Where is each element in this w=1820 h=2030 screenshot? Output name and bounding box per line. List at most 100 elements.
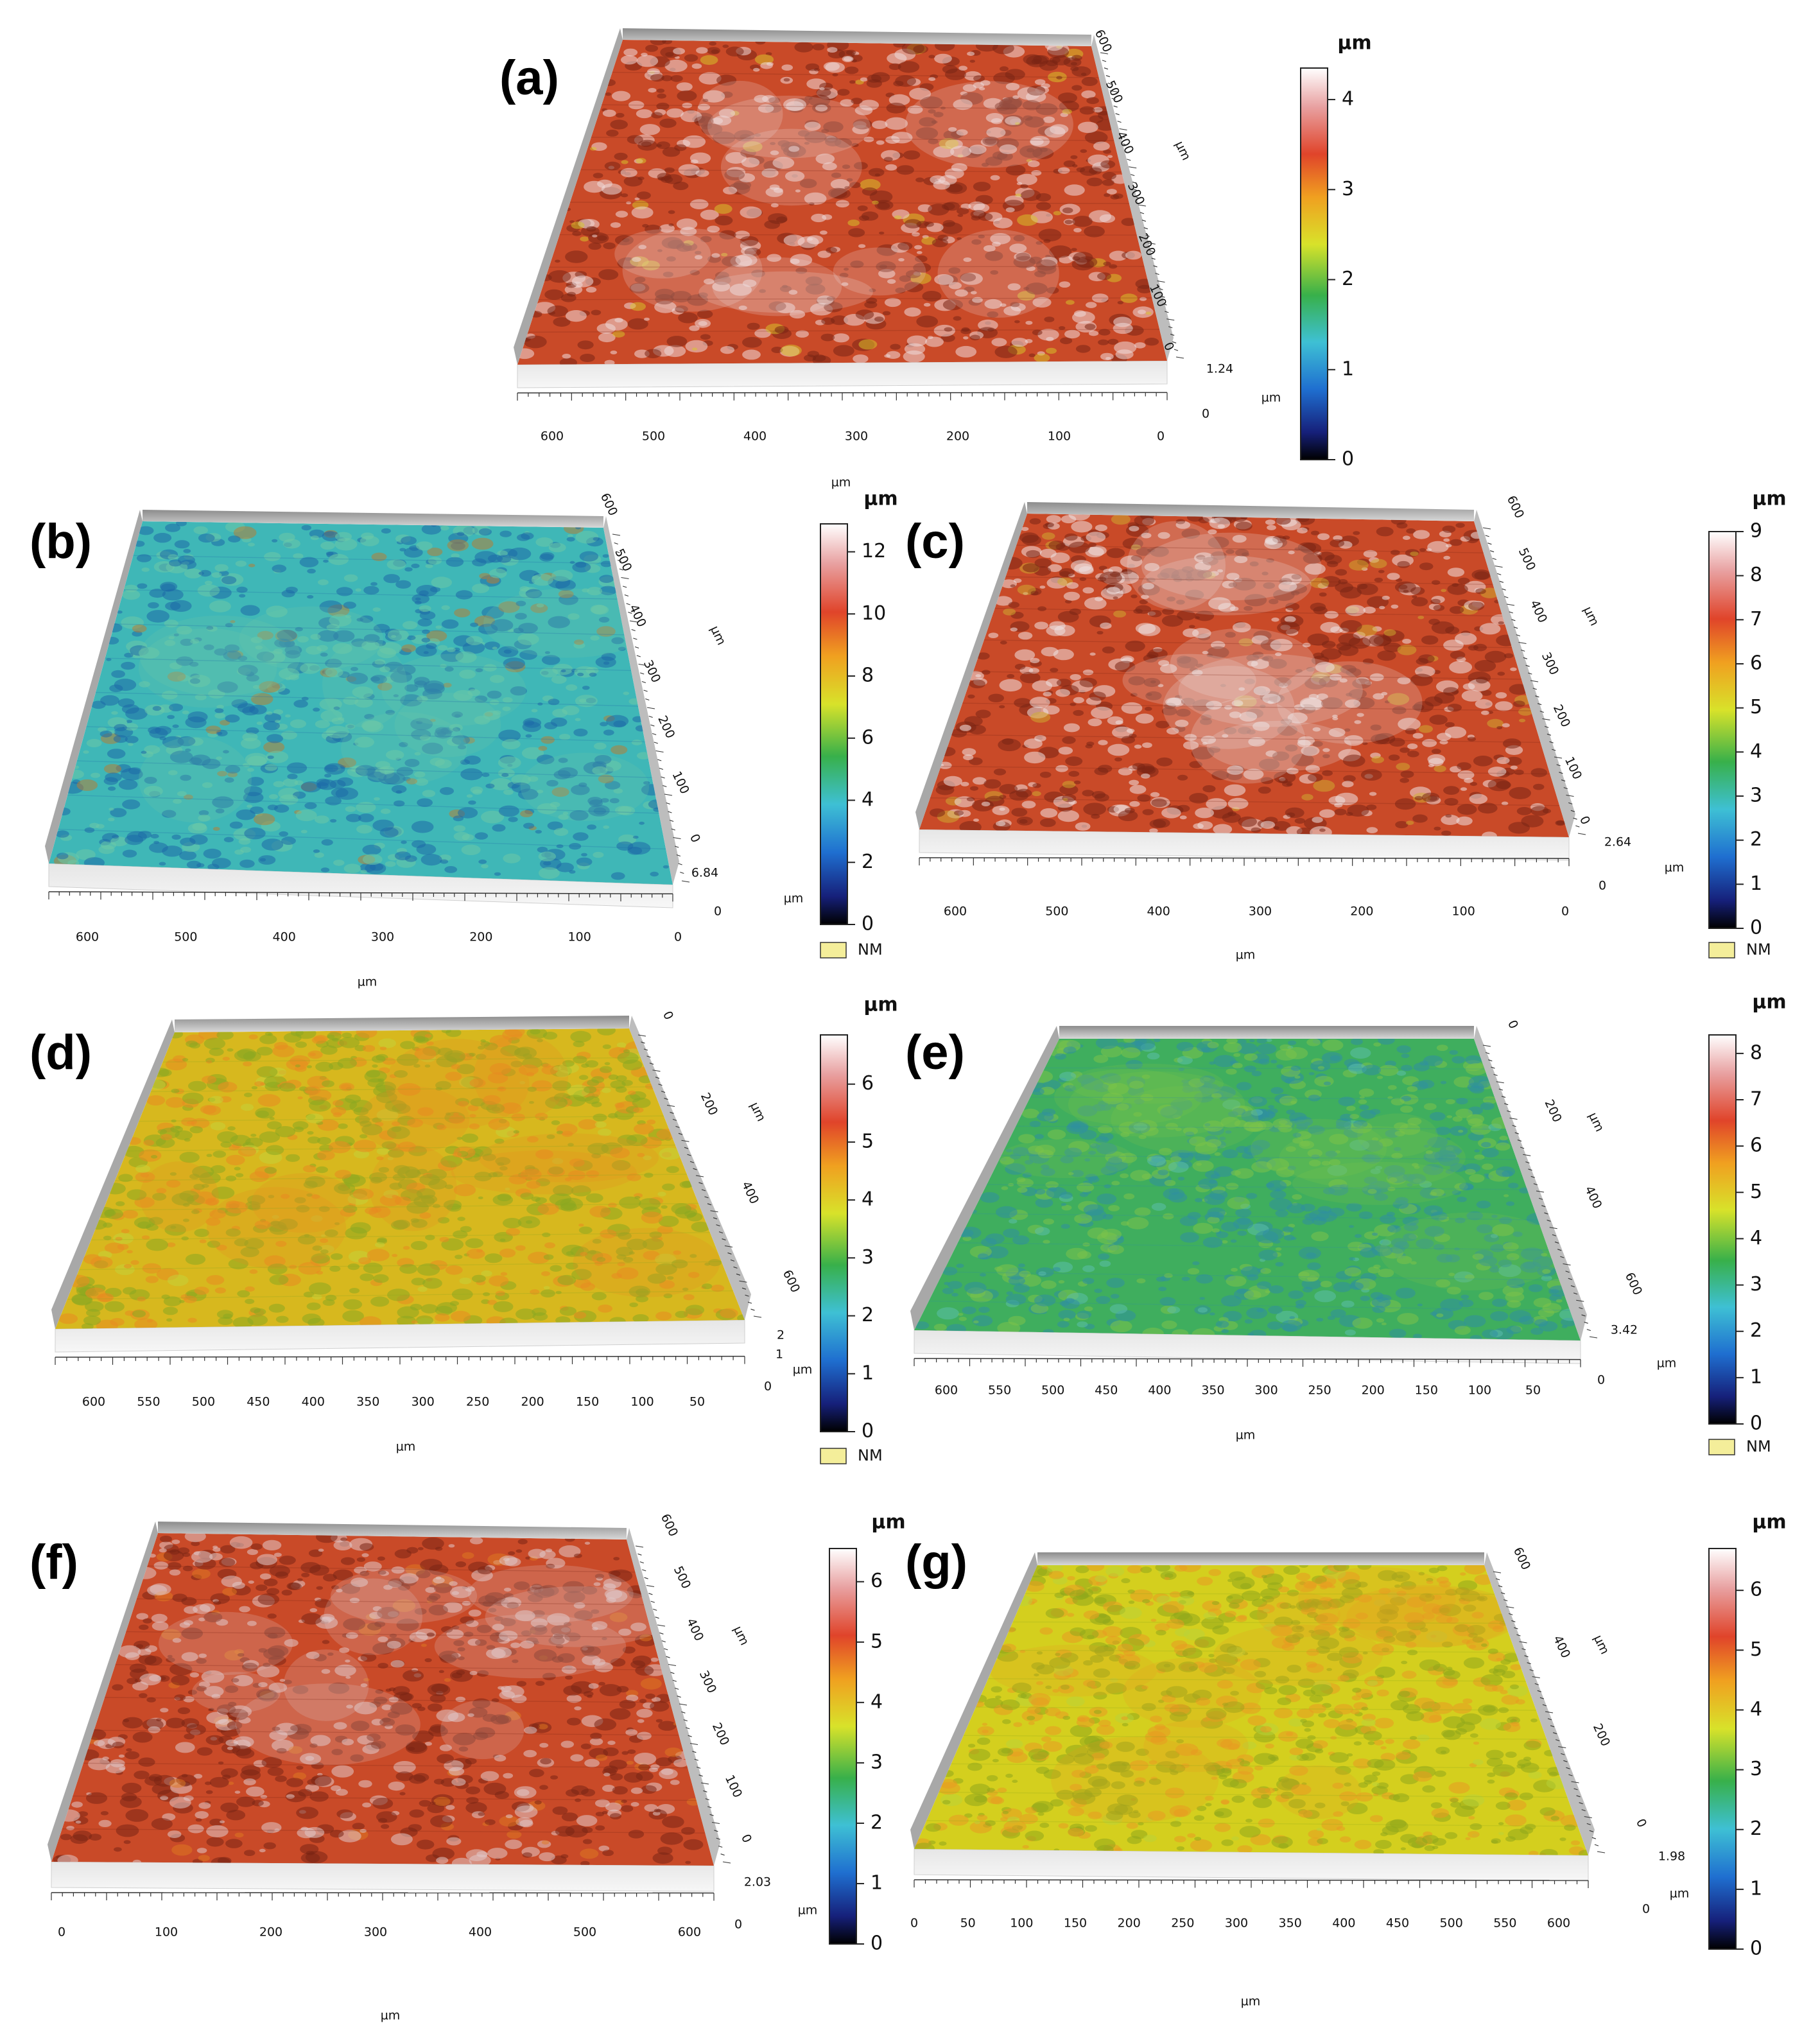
surface-texture	[1465, 1055, 1482, 1064]
surface-texture	[308, 1136, 320, 1144]
surface-texture	[401, 536, 417, 545]
side-tick-label: 600	[1504, 494, 1527, 521]
surface-texture	[1402, 639, 1412, 644]
side-axis-tick	[1121, 135, 1125, 138]
surface-texture	[1464, 1315, 1486, 1328]
surface-texture	[1073, 310, 1086, 317]
surface-texture	[700, 209, 719, 220]
surface-texture	[665, 52, 674, 57]
surface-texture	[1376, 1318, 1385, 1323]
surface-texture	[580, 236, 589, 242]
surface-texture	[904, 307, 921, 317]
surface-texture	[820, 333, 835, 342]
legend-swatch-nm	[1708, 942, 1735, 959]
surface-texture	[1335, 569, 1348, 576]
surface-texture	[478, 528, 492, 536]
surface-texture	[453, 831, 470, 841]
surface-texture	[381, 808, 391, 814]
surface-texture	[964, 716, 983, 727]
surface-texture	[1269, 1285, 1284, 1294]
surface-texture	[1129, 779, 1140, 786]
surface-texture	[478, 859, 487, 864]
surface-texture	[587, 824, 596, 830]
surface-texture	[656, 144, 662, 148]
surface-texture	[641, 260, 660, 271]
surface-texture	[928, 109, 936, 114]
surface-texture	[904, 282, 924, 293]
surface-texture	[1396, 522, 1408, 529]
surface-texture	[600, 798, 609, 803]
front-tick-label: 0	[1157, 429, 1165, 444]
surface-texture	[1161, 807, 1181, 819]
surface-texture	[217, 1131, 238, 1143]
surface-texture	[517, 633, 539, 645]
surface-texture	[333, 860, 345, 866]
surface-texture	[622, 238, 630, 243]
surface-texture	[199, 1239, 207, 1244]
surface-texture	[782, 284, 788, 288]
surface-texture	[257, 1094, 281, 1107]
surface-texture	[636, 55, 659, 67]
surface-texture	[426, 643, 437, 649]
side-tick-label: 100	[669, 769, 691, 796]
colorbar-label: 2	[1750, 828, 1762, 851]
surface-texture	[1413, 530, 1430, 539]
surface-texture	[957, 207, 969, 215]
surface-texture	[336, 587, 353, 596]
surface-texture	[632, 257, 641, 262]
colorbar-label: 4	[862, 1188, 874, 1211]
surface-texture	[639, 124, 661, 135]
front-tick-label: 600	[541, 429, 564, 444]
surface-texture	[1077, 1321, 1088, 1328]
surface-texture	[391, 635, 397, 638]
surface-texture	[273, 781, 285, 788]
surface-texture	[944, 327, 953, 332]
surface-texture	[174, 540, 190, 549]
surface-texture	[395, 790, 403, 794]
surface-texture	[1422, 739, 1437, 747]
surface-texture	[437, 645, 448, 651]
surface-texture	[585, 1060, 599, 1068]
surface-texture	[837, 89, 850, 96]
surface-texture	[338, 1123, 348, 1129]
surface-texture	[521, 747, 544, 759]
surface-texture	[111, 670, 126, 678]
surface-scanline	[602, 104, 1107, 110]
surface-texture	[970, 786, 978, 791]
surface-patch	[251, 1173, 356, 1233]
side-axis-tick	[1577, 833, 1586, 835]
surface-texture	[844, 66, 859, 74]
surface-texture	[1081, 77, 1098, 86]
surface-texture	[86, 739, 102, 747]
surface-texture	[851, 143, 859, 148]
surface-texture	[1017, 214, 1038, 226]
side-axis-tick	[753, 1315, 762, 1318]
surface-texture	[1062, 781, 1076, 788]
surface-texture	[121, 661, 135, 670]
surface-texture	[1056, 76, 1062, 80]
surface-texture	[657, 93, 666, 99]
surface-texture	[1195, 1198, 1202, 1202]
surface-texture	[960, 328, 971, 334]
surface-texture	[815, 153, 835, 164]
surface-texture	[236, 809, 256, 820]
surface-texture	[1100, 622, 1112, 629]
colorbar-label: 4	[1750, 740, 1762, 763]
surface-texture	[1397, 560, 1410, 568]
surface-texture	[1076, 1183, 1095, 1192]
surface-texture	[370, 582, 377, 586]
side-axis-tick	[1109, 90, 1118, 92]
surface-texture	[453, 1230, 468, 1239]
surface-texture	[827, 47, 838, 53]
surface-texture	[1444, 726, 1467, 739]
surface-texture	[185, 1254, 206, 1265]
surface-texture	[322, 1080, 334, 1088]
surface-texture	[1014, 663, 1026, 670]
surface-texture	[650, 74, 664, 82]
surface-texture	[973, 182, 991, 192]
surface-texture	[137, 526, 154, 535]
surface-texture	[466, 1249, 485, 1259]
surface-texture	[364, 714, 374, 720]
side-axis-tick	[1157, 280, 1165, 283]
panel-label-c: (c)	[905, 514, 965, 569]
